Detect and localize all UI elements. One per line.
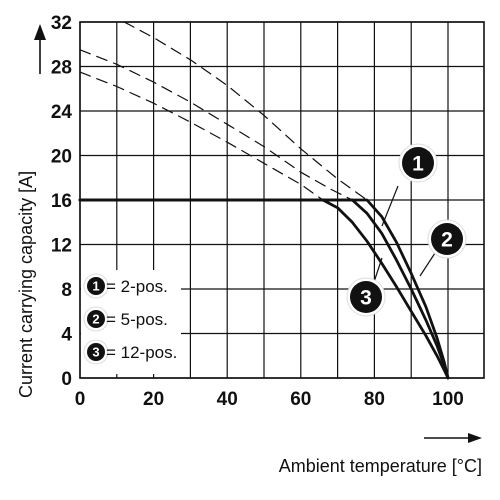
plot-border <box>79 21 485 379</box>
badge-number: 2 <box>441 229 453 252</box>
curve-badge-3: 3 <box>346 277 386 317</box>
dashed-curve-5pos <box>79 49 353 201</box>
x-tick-label: 100 <box>432 389 464 410</box>
dashed-curve-12pos <box>79 71 324 201</box>
y-tick-label: 12 <box>51 236 72 257</box>
x-tick-label: 80 <box>364 389 385 410</box>
legend-badge-1: 1 <box>83 273 109 299</box>
y-axis-label: Current carrying capacity [A] <box>16 171 36 398</box>
badge-number: 3 <box>360 287 372 310</box>
legend-entry-3: = 12-pos. <box>106 343 177 362</box>
x-axis-label: Ambient temperature [°C] <box>279 456 482 476</box>
legend-entry-1: = 2-pos. <box>106 277 168 296</box>
x-tick-label: 40 <box>217 389 238 410</box>
y-tick-label: 16 <box>51 191 72 212</box>
badge-number: 1 <box>92 279 99 294</box>
curve-badge-1: 1 <box>398 143 438 183</box>
x-tick-label: 20 <box>143 389 164 410</box>
y-tick-label: 24 <box>51 102 73 123</box>
y-tick-label: 32 <box>51 13 72 34</box>
dashed-curve-2pos <box>123 21 368 201</box>
y-axis-arrow <box>34 24 46 74</box>
leader-line-2 <box>419 249 438 277</box>
x-tick-label: 60 <box>290 389 311 410</box>
x-tick-labels: 0 20 40 60 80 100 <box>75 389 464 410</box>
legend-badge-3: 3 <box>83 339 109 365</box>
y-tick-labels: 0 4 8 12 16 20 24 28 32 <box>51 13 73 390</box>
legend-entry-2: = 5-pos. <box>106 310 168 329</box>
y-tick-label: 8 <box>61 280 72 301</box>
badge-number: 2 <box>92 312 99 327</box>
curve-badge-2: 2 <box>427 219 467 259</box>
x-axis-arrow <box>424 433 482 443</box>
badge-number: 1 <box>412 153 424 176</box>
x-tick-label: 0 <box>75 389 86 410</box>
leader-line-3 <box>373 257 383 283</box>
leader-line-1 <box>381 185 399 227</box>
plot-frame <box>79 21 485 379</box>
solid-curve-12pos <box>78 198 450 380</box>
y-tick-label: 0 <box>61 369 72 390</box>
legend: 1 = 2-pos. 2 = 5-pos. 3 = 12-pos. <box>81 270 181 374</box>
y-tick-label: 28 <box>51 58 72 79</box>
y-tick-label: 4 <box>61 325 72 346</box>
badge-number: 3 <box>92 345 99 360</box>
curves <box>78 21 450 380</box>
y-tick-label: 20 <box>51 147 72 168</box>
curve-annotations: 1 2 3 <box>346 143 467 317</box>
legend-badge-2: 2 <box>83 306 109 332</box>
